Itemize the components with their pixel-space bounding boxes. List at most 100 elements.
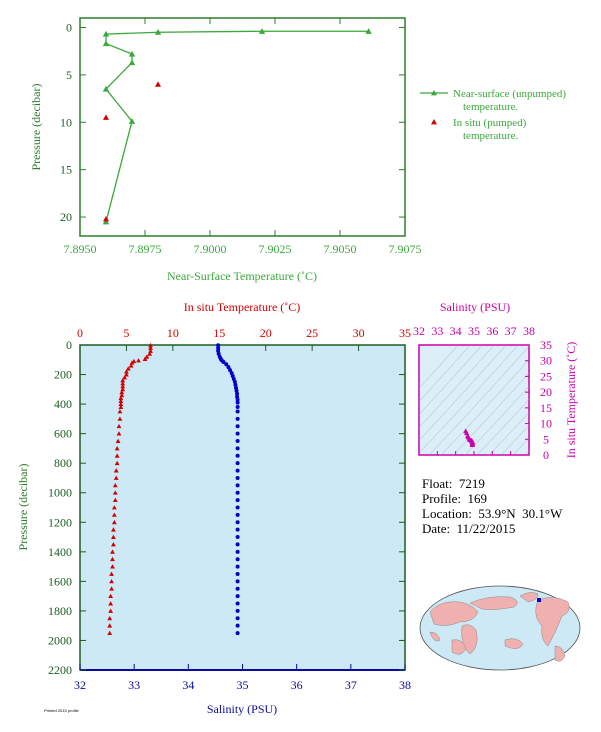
legend-insitu-marker (431, 119, 437, 125)
pressure-tick-label: 600 (54, 427, 72, 441)
near-surface-legend: Near-surface (unpumped) temperature. In si… (420, 88, 566, 142)
float-location: Location: 53.9°N 30.1°W (422, 506, 563, 521)
near-surface-ytick-label: 0 (66, 20, 72, 34)
legend-near-surface-label: Near-surface (unpumped) temperature. (453, 88, 566, 113)
near-surface-xtick-label: 7.8950 (64, 242, 97, 256)
ts-ytick-label: 20 (540, 385, 552, 399)
temperature-point (148, 345, 153, 350)
density-contour (419, 345, 459, 389)
temperature-point (108, 593, 114, 599)
pressure-tick-label: 200 (54, 368, 72, 382)
salinity-point (235, 446, 240, 451)
profile-number: Profile: 169 (422, 491, 487, 506)
temperature-point (108, 608, 114, 613)
temperature-point (118, 398, 124, 404)
near-surface-point (258, 28, 266, 34)
temperature-point (119, 389, 125, 395)
salinity-tick-label: 35 (237, 678, 249, 692)
near-surface-plot-area (79, 17, 406, 237)
temperature-point (107, 623, 113, 628)
salinity-tick-label: 32 (74, 678, 86, 692)
salinity-point (235, 557, 240, 562)
temperature-point (109, 571, 114, 576)
ts-xtick-label: 32 (413, 324, 425, 338)
temperature-tick-label: 25 (306, 326, 318, 340)
pressure-tick-label: 800 (54, 456, 72, 470)
salinity-point (235, 505, 240, 510)
temperature-point (109, 586, 114, 591)
near-surface-ytick-label: 5 (66, 68, 72, 82)
salinity-point (216, 345, 221, 350)
salinity-point (234, 385, 238, 390)
temperature-point (111, 519, 117, 525)
near-surface-ylabel: Pressure (decibar) (29, 84, 43, 171)
ts-ytick-label: 15 (540, 401, 552, 415)
salinity-tick-label: 37 (345, 678, 357, 692)
salinity-point (235, 586, 240, 591)
pressure-tick-label: 1600 (48, 574, 72, 588)
salinity-tick-label: 38 (399, 678, 411, 692)
salinity-point (235, 564, 240, 569)
near-surface-xtick-label: 7.9050 (324, 242, 357, 256)
ts-xtick-label: 36 (486, 324, 498, 338)
temperature-point (114, 446, 120, 451)
salinity-point (235, 623, 240, 628)
salinity-point (235, 542, 240, 547)
temperature-point (118, 401, 124, 407)
density-contour (419, 345, 471, 402)
density-contour (476, 399, 529, 455)
density-contour (440, 359, 529, 455)
salinity-point (235, 397, 240, 402)
density-contour (428, 345, 529, 455)
salinity-point (235, 571, 240, 576)
float-info: Float: 7219 Profile: 169 Location: 53.9°… (422, 476, 562, 536)
temperature-point (120, 383, 126, 389)
ts-ytick-label: 30 (540, 354, 552, 368)
salinity-point (235, 498, 240, 503)
density-contour (419, 345, 507, 441)
temperature-point (120, 378, 126, 383)
ts-ytick-label: 25 (540, 369, 552, 383)
salinity-point (235, 483, 240, 488)
temperature-point (117, 409, 123, 414)
ts-ytick-label: 35 (540, 338, 552, 352)
temperature-point (118, 404, 124, 409)
near-surface-point (365, 28, 372, 34)
salinity-point (216, 348, 221, 353)
temperature-point (117, 416, 123, 421)
temperature-tick-label: 20 (260, 326, 272, 340)
float-location-marker (537, 598, 541, 602)
salinity-point (235, 405, 240, 410)
near-surface-point (102, 218, 110, 225)
profile-chart: 0 5 10 15 20 25 30 35 32 33 34 35 36 37 38 0 200 400 600… (16, 300, 411, 716)
near-surface-ytick-label: 20 (60, 210, 72, 224)
temperature-point (119, 392, 125, 398)
temperature-point (109, 578, 114, 584)
salinity-point (235, 549, 240, 554)
salinity-point (235, 424, 240, 429)
temperature-point (118, 395, 124, 401)
footer-note: Printed 2015 profile (44, 708, 79, 713)
temperature-point (116, 423, 122, 429)
temperature-point (113, 475, 119, 480)
salinity-axis-title: Salinity (PSU) (207, 702, 277, 716)
density-contour (512, 437, 529, 455)
insitu-pumped-point (103, 114, 109, 120)
salinity-tick-label: 36 (291, 678, 303, 692)
map-land (429, 592, 570, 662)
temperature-point (115, 438, 121, 443)
density-contour (500, 425, 529, 455)
near-surface-chart: 7.8950 7.8975 7.9000 7.9025 7.9050 7.9075 0 5 1… (29, 17, 566, 283)
temperature-point (111, 542, 116, 547)
float-id: Float: 7219 (422, 476, 485, 491)
salinity-point (235, 475, 240, 480)
profile-ylabel: Pressure (decibar) (16, 464, 30, 551)
near-surface-xlabel: Near-Surface Temperature (˚C) (167, 269, 317, 283)
near-surface-xtick-label: 7.9000 (194, 242, 227, 256)
temperature-point (114, 453, 120, 458)
temperature-point (112, 490, 118, 495)
salinity-point (221, 359, 226, 364)
insitu-pumped-point (155, 81, 161, 87)
temperature-tick-label: 10 (167, 326, 179, 340)
